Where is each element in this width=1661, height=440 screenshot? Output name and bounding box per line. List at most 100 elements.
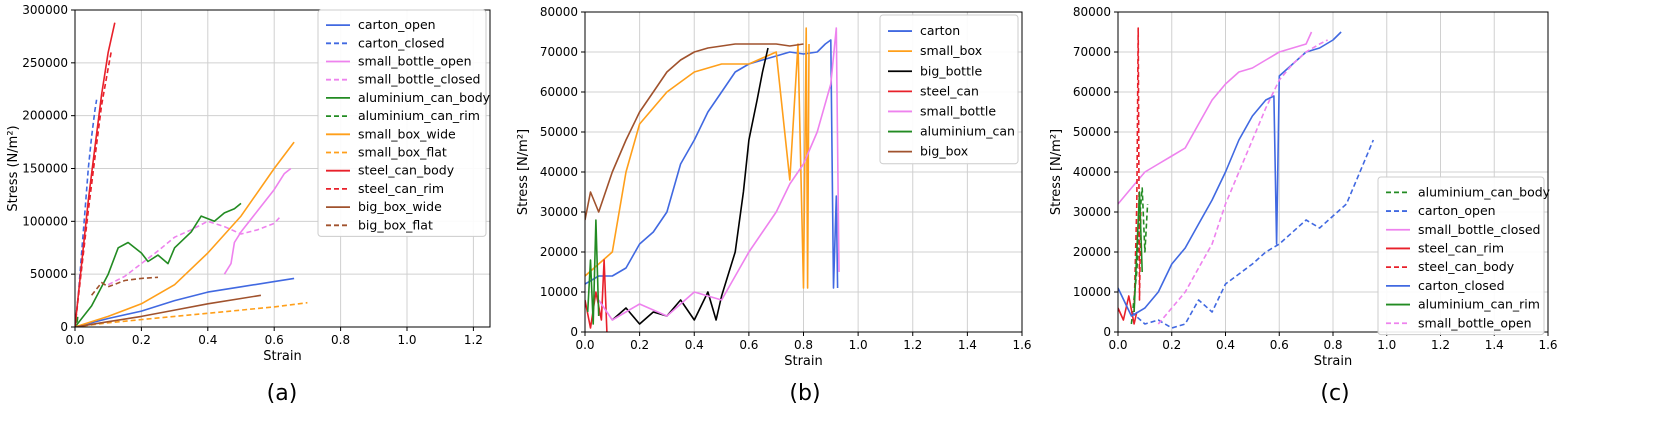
series-line-small_box_flat	[75, 301, 308, 327]
x-tick-label: 0.8	[794, 338, 813, 352]
x-tick-label: 1.0	[397, 333, 416, 347]
x-axis-label: Strain	[1314, 354, 1353, 369]
x-tick-label: 0.2	[132, 333, 151, 347]
legend: carton small_box big_bottle steel_can small_…	[879, 14, 1019, 165]
legend-entry: small_box	[920, 43, 982, 58]
legend-entry: big_box_flat	[358, 217, 433, 232]
legend-entry: aluminium_can_body	[358, 90, 491, 105]
legend-entry: small_bottle_open	[1418, 315, 1532, 330]
chart-panel-1: 0.0 0.2 0.4 0.6 0.8 1.0 1.2 1.4 1.6 0 10000 20000 30…	[516, 5, 1032, 406]
legend-entry: small_bottle	[920, 103, 996, 118]
legend-entry: carton_open	[358, 17, 436, 32]
chart-panel-2: 0.0 0.2 0.4 0.6 0.8 1.0 1.2 1.4 1.6 0 10000 20000 30…	[1049, 5, 1558, 406]
y-tick-label: 0	[570, 325, 578, 339]
legend-entry: steel_can	[920, 83, 979, 98]
y-tick-label: 50000	[30, 267, 68, 281]
x-tick-label: 0.0	[1108, 338, 1127, 352]
y-tick-label: 10000	[540, 285, 578, 299]
legend-entry: steel_can_body	[358, 163, 455, 178]
x-tick-label: 0.2	[630, 338, 649, 352]
y-tick-label: 100000	[22, 214, 68, 228]
x-axis-label: Strain	[263, 349, 302, 364]
y-tick-label: 70000	[1073, 45, 1111, 59]
x-tick-label: 1.6	[1538, 338, 1557, 352]
y-tick-label: 50000	[1073, 125, 1111, 139]
x-tick-label: 1.2	[1431, 338, 1450, 352]
y-tick-label: 200000	[22, 109, 68, 123]
x-tick-label: 0.6	[739, 338, 758, 352]
panel-caption: (c)	[1320, 381, 1349, 406]
series-line-small_bottle_closed	[107, 215, 282, 286]
y-tick-label: 70000	[540, 45, 578, 59]
y-tick-label: 30000	[540, 205, 578, 219]
x-tick-label: 1.2	[903, 338, 922, 352]
axes-frame	[74, 9, 491, 328]
legend-entry: aluminium_can_rim	[358, 108, 480, 123]
y-tick-label: 150000	[22, 162, 68, 176]
y-axis-label: Stress (N/m²)	[6, 125, 21, 211]
legend-entry: small_bottle_closed	[358, 72, 480, 87]
y-tick-label: 40000	[540, 165, 578, 179]
y-tick-label: 0	[60, 320, 68, 334]
y-tick-label: 80000	[540, 5, 578, 19]
legend-entry: small_box_flat	[358, 145, 447, 160]
series-line-small_bottle_open	[1157, 39, 1328, 325]
legend: carton_open carton_closed small_bottle_ope…	[317, 9, 491, 237]
series-line-small_bottle_open	[223, 167, 292, 275]
x-tick-label: 0.6	[265, 333, 284, 347]
y-tick-label: 300000	[22, 3, 68, 17]
series-line-steel_can_rim	[75, 50, 113, 327]
legend-entry: carton_closed	[358, 35, 445, 50]
x-tick-label: 0.8	[331, 333, 350, 347]
x-axis-label: Strain	[784, 354, 823, 369]
y-tick-label: 20000	[1073, 245, 1111, 259]
x-tick-label: 1.0	[1377, 338, 1396, 352]
y-tick-label: 80000	[1073, 5, 1111, 19]
y-tick-label: 40000	[1073, 165, 1111, 179]
legend-entry: big_box_wide	[358, 199, 442, 214]
series-line-steel_can_body	[75, 22, 116, 327]
x-tick-label: 0.4	[198, 333, 217, 347]
series-line-small_box	[585, 27, 810, 289]
series-line-carton_closed	[75, 99, 98, 327]
series-line-carton_open	[75, 277, 295, 327]
legend-entry: carton_open	[1418, 203, 1496, 218]
x-tick-label: 0.0	[65, 333, 84, 347]
series-group	[585, 27, 840, 332]
y-tick-label: 10000	[1073, 285, 1111, 299]
series-group	[1118, 27, 1375, 329]
series-line-small_bottle_closed	[1118, 31, 1313, 205]
x-tick-label: 0.4	[685, 338, 704, 352]
y-tick-label: 250000	[22, 56, 68, 70]
series-line-aluminium_can	[586, 219, 600, 325]
x-tick-label: 0.6	[1270, 338, 1289, 352]
y-tick-label: 50000	[540, 125, 578, 139]
y-tick-label: 60000	[540, 85, 578, 99]
y-tick-label: 0	[1103, 325, 1111, 339]
x-tick-label: 1.2	[464, 333, 483, 347]
x-tick-label: 0.2	[1162, 338, 1181, 352]
legend-entry: small_box_wide	[358, 126, 456, 141]
x-tick-label: 1.4	[1485, 338, 1504, 352]
axes-frame	[584, 11, 1023, 333]
series-line-steel_can_body	[1133, 27, 1142, 313]
series-line-steel_can_rim	[1118, 295, 1138, 325]
legend-entry: carton_closed	[1418, 278, 1505, 293]
legend-entry: steel_can_rim	[358, 181, 444, 196]
legend-box	[879, 14, 1019, 165]
x-tick-label: 0.8	[1323, 338, 1342, 352]
y-axis-label: Stress [N/m²]	[516, 129, 531, 215]
series-group	[75, 22, 308, 327]
panel-caption: (b)	[789, 381, 820, 406]
x-tick-label: 0.0	[575, 338, 594, 352]
series-line-carton	[585, 39, 839, 289]
series-line-big_box	[585, 43, 804, 221]
y-tick-label: 20000	[540, 245, 578, 259]
series-line-carton_closed	[1118, 31, 1342, 317]
legend-entry: big_bottle	[920, 63, 982, 78]
x-tick-label: 0.4	[1216, 338, 1235, 352]
series-line-small_bottle	[598, 27, 840, 321]
legend-entry: small_bottle_closed	[1418, 222, 1540, 237]
legend-entry: steel_can_body	[1418, 259, 1515, 274]
